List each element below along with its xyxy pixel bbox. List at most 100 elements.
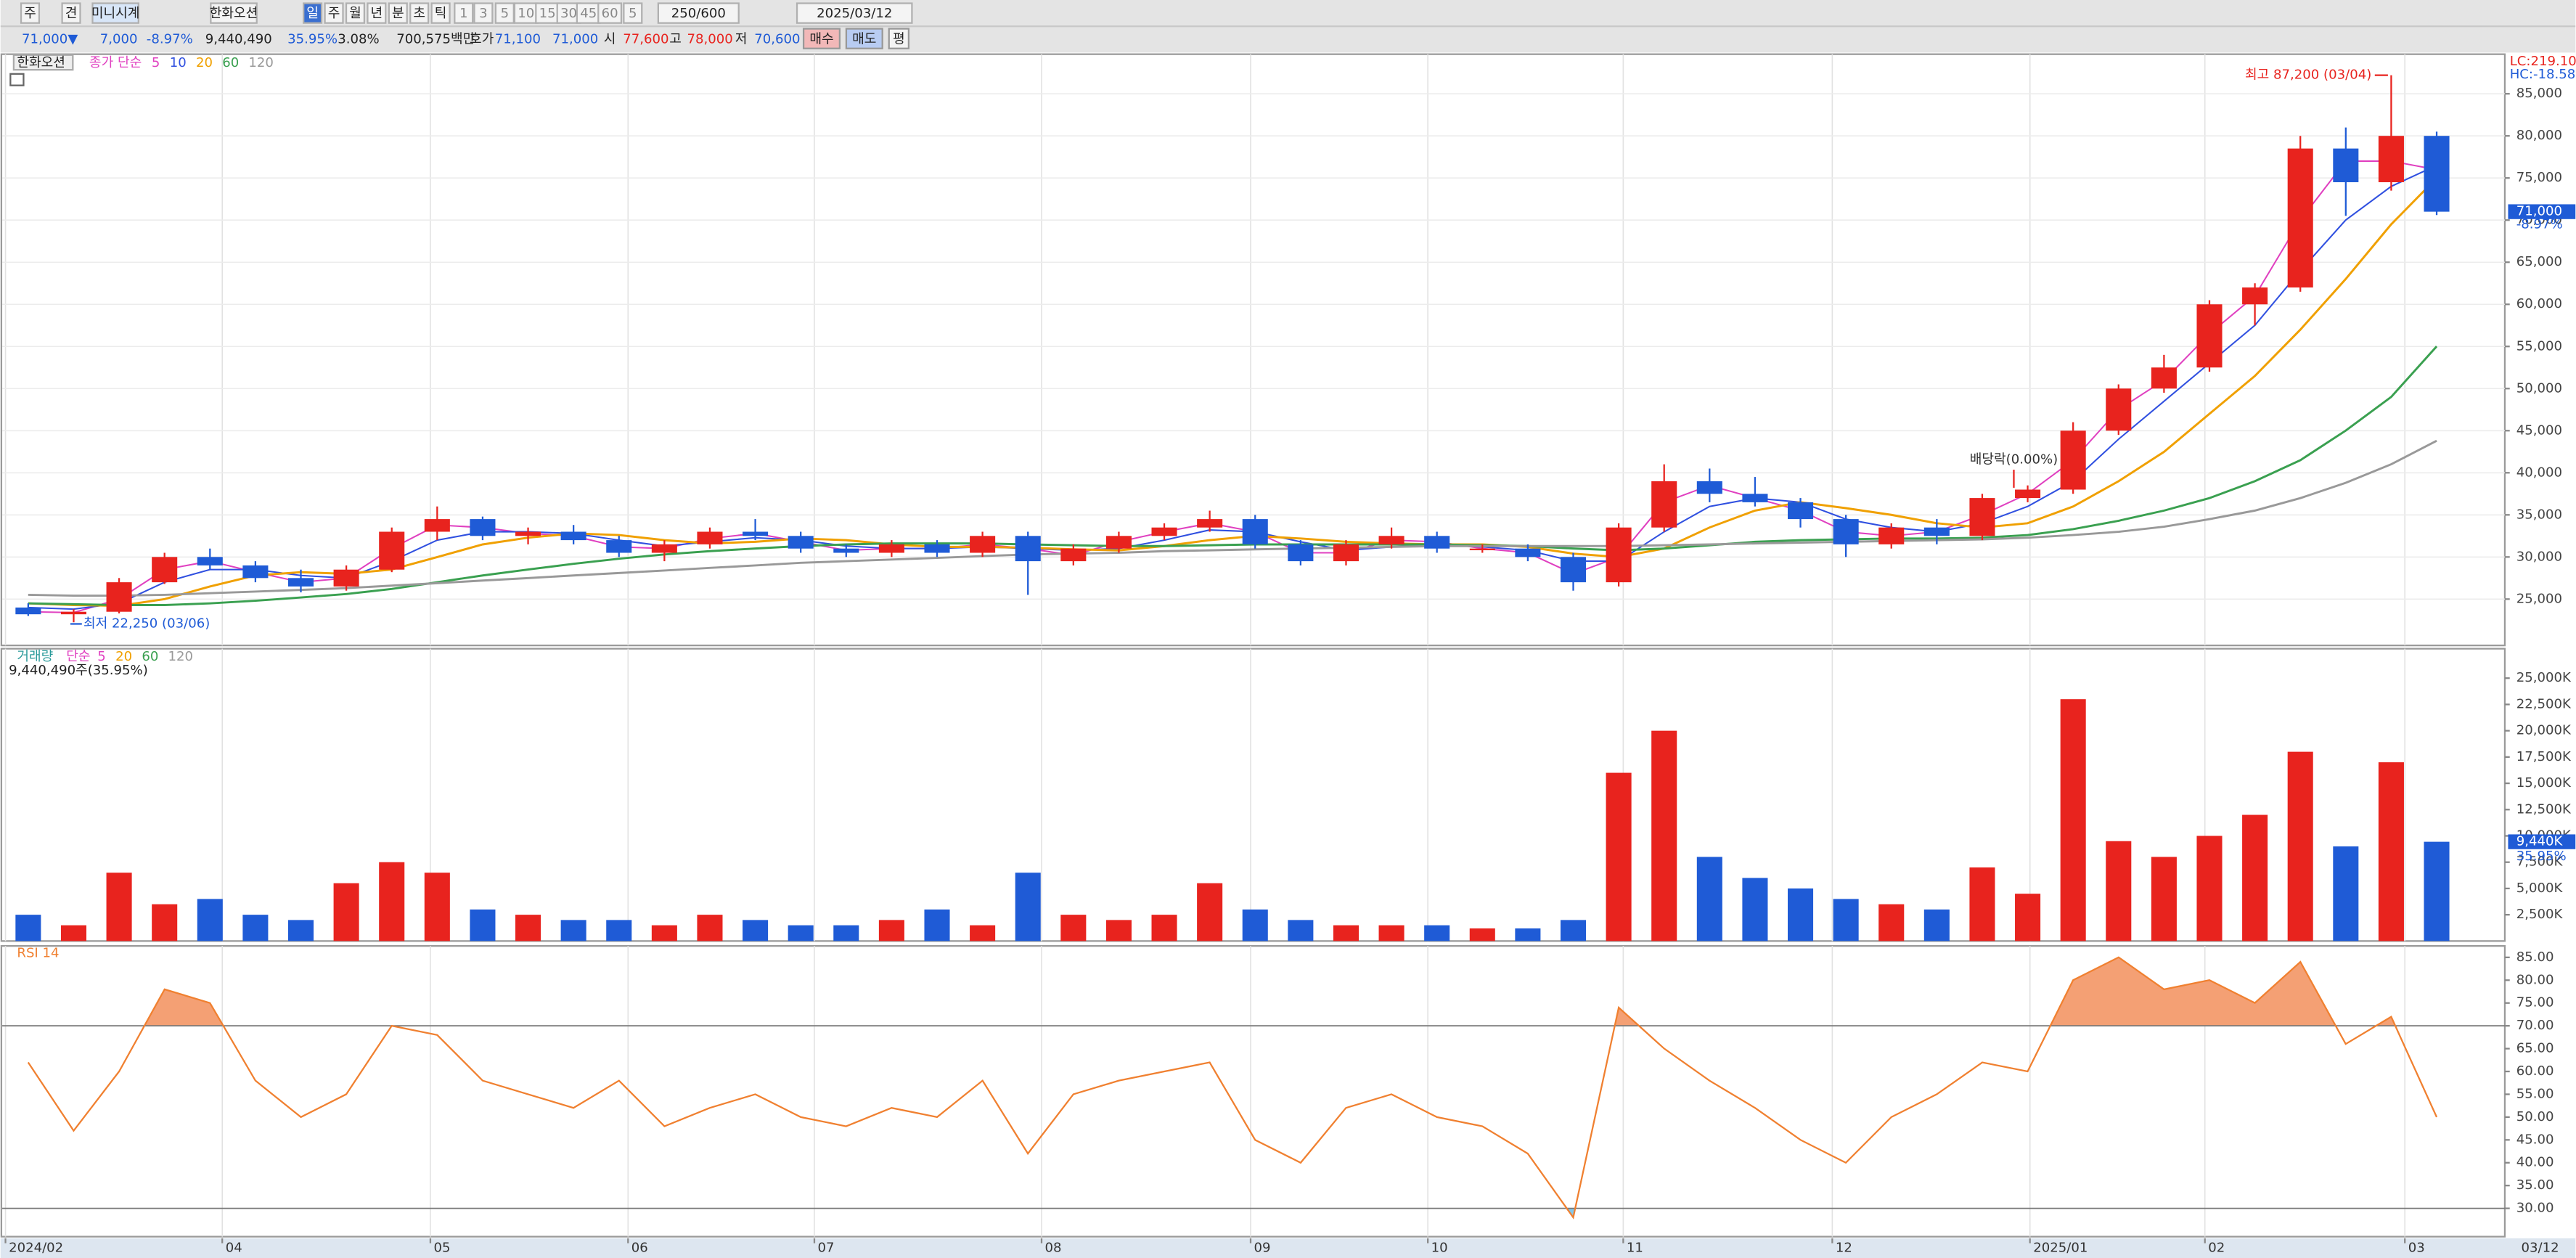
toolbar-label[interactable]: 일 bbox=[306, 6, 319, 21]
y-tick-label: 7,500K bbox=[2516, 854, 2564, 870]
toolbar-button[interactable] bbox=[20, 2, 41, 24]
toolbar-label[interactable]: 60 bbox=[602, 6, 618, 21]
toolbar-value: 저 bbox=[735, 31, 748, 46]
toolbar-label[interactable]: 초 bbox=[413, 6, 425, 21]
volume-bar bbox=[106, 873, 132, 942]
toolbar-button[interactable] bbox=[430, 2, 451, 24]
volume-bar bbox=[1015, 873, 1041, 942]
moving-average-line bbox=[28, 177, 2438, 608]
toolbar-button[interactable] bbox=[454, 2, 474, 24]
toolbar-label[interactable]: 주 bbox=[328, 6, 340, 21]
volume-bar bbox=[697, 915, 723, 942]
toolbar-label[interactable]: 45 bbox=[580, 6, 597, 21]
toolbar-button[interactable] bbox=[513, 2, 539, 24]
candle-body bbox=[878, 544, 904, 553]
candle-body bbox=[1469, 548, 1495, 550]
toolbar-button[interactable] bbox=[61, 2, 81, 24]
toolbar-button[interactable] bbox=[303, 2, 323, 24]
toolbar-button[interactable] bbox=[388, 2, 408, 24]
toolbar-button[interactable] bbox=[888, 28, 910, 49]
y-tick-label: 35,000 bbox=[2516, 507, 2562, 522]
volume-bar bbox=[197, 899, 223, 942]
volume-bar bbox=[1923, 909, 1950, 942]
event-annotation: 배당락(0.00%) bbox=[1970, 452, 2058, 467]
volume-bar bbox=[2060, 699, 2086, 942]
volume-bar bbox=[1788, 888, 1814, 942]
toolbar-button[interactable] bbox=[367, 2, 387, 24]
candle-body bbox=[197, 557, 223, 565]
toolbar-button[interactable] bbox=[597, 2, 623, 24]
toolbar-value: 3.08% bbox=[338, 31, 379, 46]
toolbar-label[interactable]: 15 bbox=[539, 6, 556, 21]
toolbar-label[interactable]: 2025/03/12 bbox=[817, 6, 892, 21]
toolbar-value[interactable]: 평 bbox=[893, 31, 905, 46]
toolbar-button[interactable] bbox=[324, 2, 344, 24]
toolbar-label[interactable]: 견 bbox=[65, 6, 78, 21]
toolbar-value[interactable]: 매도 bbox=[852, 31, 876, 46]
toolbar-button[interactable] bbox=[657, 2, 740, 24]
candle-body bbox=[515, 531, 541, 536]
toolbar-button[interactable] bbox=[409, 2, 430, 24]
candle-body bbox=[1288, 544, 1314, 562]
volume-bar bbox=[970, 925, 996, 942]
toolbar-button[interactable] bbox=[535, 2, 560, 24]
volume-bar bbox=[924, 909, 950, 942]
x-tick-label: 02 bbox=[2208, 1240, 2225, 1255]
toolbar-label[interactable]: 주 bbox=[24, 6, 36, 21]
candle-body bbox=[1197, 519, 1223, 528]
y-tick-label: 65,000 bbox=[2516, 254, 2562, 269]
toolbar-label[interactable]: 5 bbox=[629, 6, 637, 21]
volume-bar bbox=[379, 862, 405, 942]
volume-bar bbox=[60, 925, 87, 942]
toolbar-button[interactable] bbox=[210, 2, 258, 24]
candle-body bbox=[697, 531, 723, 544]
volume-bar bbox=[2015, 894, 2041, 942]
toolbar-label[interactable]: 년 bbox=[371, 6, 383, 21]
candle-body bbox=[1833, 519, 1859, 544]
volume-bar bbox=[2196, 836, 2223, 942]
toolbar-label[interactable]: 월 bbox=[349, 6, 361, 21]
rsi-line bbox=[27, 956, 2438, 1220]
volume-bar bbox=[470, 909, 496, 942]
legend-entry: 10 bbox=[170, 55, 187, 70]
toolbar-label[interactable]: 250/600 bbox=[671, 6, 726, 21]
candle-body bbox=[1151, 527, 1177, 536]
toolbar-button[interactable] bbox=[623, 2, 643, 24]
volume-info: 9,440,490주(35.95%) bbox=[9, 663, 148, 678]
candle-body bbox=[1560, 557, 1587, 583]
toolbar-label[interactable]: 분 bbox=[392, 6, 404, 21]
volume-bar bbox=[287, 920, 314, 942]
volume-bar bbox=[1696, 857, 1722, 942]
toolbar-value[interactable]: 매수 bbox=[809, 31, 833, 46]
toolbar-label[interactable]: 1 bbox=[459, 6, 468, 21]
candle-body bbox=[924, 544, 950, 553]
y-tick-label: 17,500K bbox=[2516, 749, 2572, 764]
y-tick-label: 85.00 bbox=[2516, 949, 2554, 965]
toolbar-button[interactable] bbox=[91, 2, 139, 24]
toolbar-button[interactable] bbox=[473, 2, 494, 24]
toolbar-button[interactable] bbox=[796, 2, 913, 24]
toolbar-label[interactable]: 10 bbox=[518, 6, 534, 21]
toolbar-value: 71,000▼ bbox=[22, 31, 78, 46]
volume-bar bbox=[1333, 925, 1359, 942]
toolbar-label[interactable]: 틱 bbox=[435, 6, 447, 21]
toolbar-value: 시 bbox=[604, 31, 616, 46]
candle-body bbox=[424, 519, 450, 532]
toolbar-button[interactable] bbox=[845, 28, 883, 49]
toolbar-label[interactable]: 한화오션 bbox=[210, 6, 258, 21]
toolbar-label[interactable]: 30 bbox=[560, 6, 577, 21]
x-tick-label: 09 bbox=[1254, 1240, 1271, 1255]
toolbar-value: 78,000 bbox=[687, 31, 733, 46]
candle-body bbox=[970, 536, 996, 553]
low-annotation: 최저 22,250 (03/06) bbox=[83, 616, 210, 631]
toolbar-label[interactable]: 5 bbox=[501, 6, 510, 21]
price-panel bbox=[0, 53, 2506, 647]
toolbar-button[interactable] bbox=[802, 28, 841, 49]
toolbar-label[interactable]: 미니시계 bbox=[91, 6, 140, 21]
toolbar-button[interactable] bbox=[345, 2, 366, 24]
toolbar-label[interactable]: 3 bbox=[479, 6, 488, 21]
rsi-overbought-area bbox=[28, 957, 2437, 1026]
candle-body bbox=[2196, 304, 2223, 368]
candle-body bbox=[1242, 519, 1268, 544]
toolbar-value: 9,440,490 bbox=[205, 31, 272, 46]
